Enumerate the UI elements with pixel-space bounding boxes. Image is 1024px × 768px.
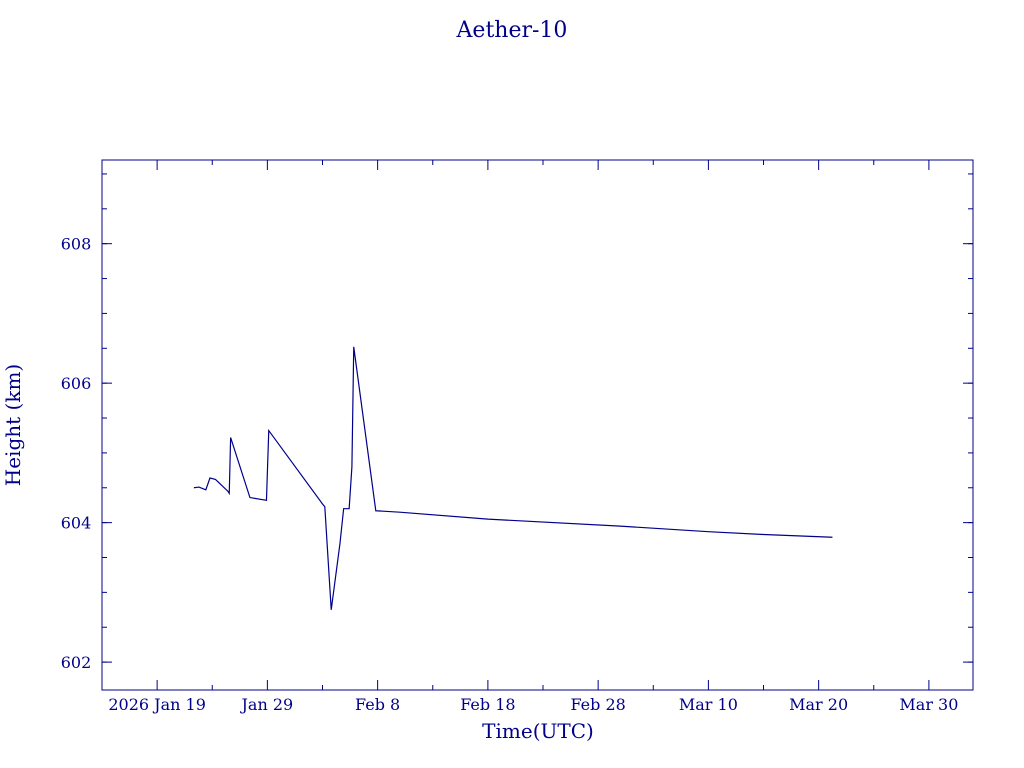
x-tick-label: Jan 29 xyxy=(240,695,294,714)
axis-tick-labels: 2026 Jan 19 Jan 29 Feb 8 Feb 18 Feb 28 Mar 10… xyxy=(61,235,959,714)
axis-ticks xyxy=(101,160,973,690)
x-tick-label: Feb 18 xyxy=(460,695,515,714)
x-tick-label: Feb 28 xyxy=(570,695,625,714)
x-tick-label: Feb 8 xyxy=(355,695,400,714)
x-tick-label: 2026 Jan 19 xyxy=(108,695,206,714)
y-tick-label: 606 xyxy=(61,374,92,393)
x-axis-title: Time(UTC) xyxy=(482,719,594,743)
plot-frame xyxy=(101,159,974,691)
chart-title: Aether-10 xyxy=(456,18,568,43)
y-axis-title: Height (km) xyxy=(1,364,25,486)
series-layer xyxy=(193,346,833,610)
y-tick-label: 602 xyxy=(61,653,92,672)
y-tick-label: 604 xyxy=(61,514,92,533)
x-tick-label: Mar 20 xyxy=(789,695,848,714)
height-series-line xyxy=(193,346,833,610)
x-tick-label: Mar 30 xyxy=(899,695,958,714)
x-tick-label: Mar 10 xyxy=(679,695,738,714)
y-tick-label: 608 xyxy=(61,235,92,254)
